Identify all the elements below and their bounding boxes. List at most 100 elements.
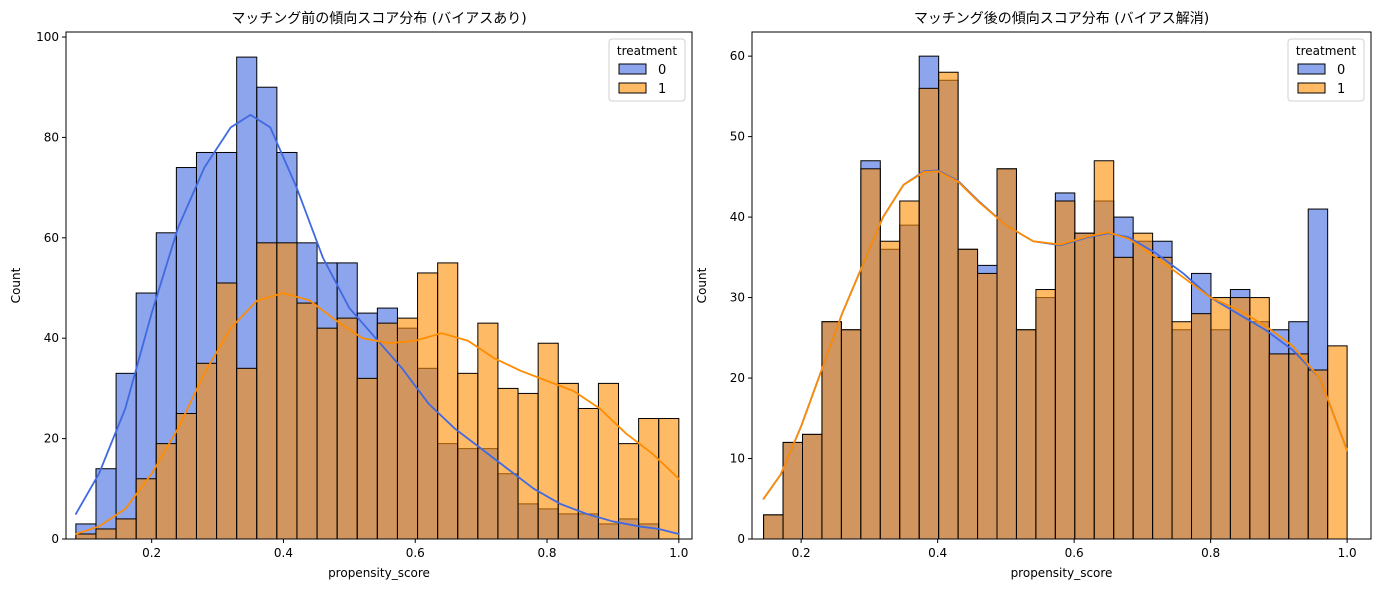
x-tick-label: 0.8 — [1201, 546, 1220, 560]
bar-treatment-1-bin-23 — [1210, 297, 1231, 540]
y-tick-label: 20 — [44, 432, 59, 446]
bar-treatment-1-bin-23 — [537, 342, 559, 540]
bar-treatment-1-bin-2 — [802, 433, 823, 540]
legend-label-treatment-0: 0 — [658, 63, 666, 78]
bar-treatment-1-bin-1 — [782, 441, 804, 540]
bar-treatment-0-bin-1 — [95, 468, 117, 540]
bar-treatment-1-bin-2 — [115, 518, 137, 540]
kde-line-treatment-0 — [74, 113, 680, 535]
x-axis-label: propensity_score — [1011, 566, 1113, 580]
x-tick-label: 1.0 — [669, 546, 688, 560]
bar-treatment-1-bin-13 — [1015, 329, 1037, 540]
bar-treatment-1-bin-5 — [860, 168, 881, 540]
bar-treatment-1-bin-9 — [256, 242, 278, 540]
bar-treatment-1-bin-28 — [638, 418, 660, 540]
bar-treatment-1-bin-7 — [216, 282, 238, 540]
legend-label-treatment-1: 1 — [1337, 82, 1345, 97]
bar-treatment-1-bin-17 — [1093, 160, 1115, 540]
bar-treatment-1-bin-17 — [417, 272, 439, 540]
kde-line-treatment-1 — [762, 170, 1349, 500]
bar-treatment-1-bin-6 — [879, 240, 901, 540]
bar-treatment-1-bin-25 — [1249, 297, 1270, 540]
bar-treatment-1-bin-29 — [658, 418, 680, 540]
bar-treatment-1-bin-4 — [840, 329, 862, 540]
bar-treatment-1-bin-25 — [577, 407, 599, 540]
y-tick-label: 30 — [730, 291, 745, 305]
bar-treatment-1-bin-12 — [316, 327, 338, 540]
bar-treatment-1-bin-16 — [396, 317, 419, 540]
y-tick-label: 80 — [44, 130, 59, 144]
bar-treatment-1-bin-14 — [356, 377, 378, 540]
y-tick-label: 0 — [737, 532, 745, 546]
bar-treatment-1-bin-0 — [763, 514, 784, 540]
bar-treatment-1-bin-5 — [175, 413, 197, 540]
legend-label-treatment-0: 0 — [1337, 63, 1345, 78]
legend-swatch-treatment-1 — [1297, 82, 1326, 94]
bar-treatment-1-bin-27 — [1288, 353, 1309, 540]
chart-title: マッチング前の傾向スコア分布 (バイアスあり) — [231, 10, 526, 27]
legend-title: treatment — [617, 44, 677, 58]
y-tick-label: 40 — [730, 210, 745, 224]
x-tick-label: 0.6 — [406, 546, 425, 560]
bar-treatment-1-bin-18 — [437, 262, 459, 540]
bar-treatment-1-bin-22 — [517, 392, 539, 540]
bar-treatment-1-bin-1 — [95, 528, 117, 540]
y-tick-label: 100 — [36, 30, 59, 44]
bar-treatment-1-bin-26 — [1268, 353, 1290, 540]
bar-treatment-1-bin-10 — [276, 242, 298, 540]
bar-treatment-1-bin-24 — [557, 382, 579, 540]
bar-treatment-0-bin-2 — [115, 372, 137, 540]
bar-treatment-1-bin-19 — [457, 372, 479, 540]
bar-treatment-1-bin-26 — [597, 382, 620, 540]
bar-treatment-1-bin-12 — [996, 168, 1017, 540]
x-tick-label: 1.0 — [1338, 546, 1357, 560]
bar-treatment-1-bin-28 — [1307, 369, 1329, 540]
x-tick-label: 0.2 — [142, 546, 161, 560]
legend-title: treatment — [1296, 44, 1356, 58]
x-tick-label: 0.4 — [274, 546, 293, 560]
bar-treatment-1-bin-4 — [155, 443, 177, 540]
bar-treatment-1-bin-9 — [938, 71, 959, 540]
y-tick-label: 60 — [44, 231, 59, 245]
bar-treatment-1-bin-8 — [236, 367, 258, 540]
y-axis-label: Count — [9, 267, 23, 303]
legend-swatch-treatment-0 — [1297, 63, 1326, 75]
x-tick-label: 0.4 — [928, 546, 947, 560]
bar-treatment-1-bin-20 — [1152, 256, 1173, 540]
bar-treatment-1-bin-24 — [1229, 297, 1251, 540]
bar-treatment-1-bin-15 — [1054, 200, 1076, 540]
y-tick-label: 40 — [44, 331, 59, 345]
legend: treatment 0 1 — [608, 38, 686, 102]
chart-panel-before-matching: 0.2 0.4 0.6 0.8 1.0 0 20 40 60 80 100 マッチング前の傾向スコア分… — [9, 10, 693, 580]
bar-treatment-1-bin-15 — [376, 322, 398, 540]
bar-treatment-1-bin-19 — [1132, 232, 1154, 540]
bar-treatment-1-bin-22 — [1191, 313, 1212, 540]
bar-treatment-1-bin-11 — [296, 302, 318, 540]
y-tick-label: 60 — [730, 49, 745, 63]
bar-treatment-1-bin-8 — [918, 87, 940, 540]
bar-treatment-1-bin-21 — [1171, 321, 1193, 540]
y-tick-label: 0 — [51, 532, 59, 546]
bar-treatment-1-bin-20 — [477, 322, 499, 540]
bar-treatment-1-bin-16 — [1074, 232, 1095, 540]
bar-treatment-1-bin-13 — [336, 317, 358, 540]
x-tick-label: 0.8 — [537, 546, 556, 560]
legend-label-treatment-1: 1 — [658, 82, 666, 97]
bar-treatment-1-bin-14 — [1035, 289, 1056, 540]
axes-frame — [65, 31, 693, 540]
y-tick-label: 10 — [730, 452, 745, 466]
legend-swatch-treatment-1 — [618, 82, 647, 94]
legend: treatment 0 1 — [1287, 38, 1365, 102]
y-tick-label: 50 — [730, 130, 745, 144]
bar-treatment-1-bin-3 — [135, 478, 157, 540]
bars-treatment-1 — [75, 242, 680, 540]
x-tick-label: 0.2 — [792, 546, 811, 560]
x-tick-label: 0.6 — [1065, 546, 1084, 560]
bar-treatment-1-bin-0 — [75, 533, 97, 540]
bar-treatment-1-bin-10 — [957, 248, 979, 540]
bar-treatment-1-bin-18 — [1113, 256, 1134, 540]
y-axis-label: Count — [695, 267, 709, 303]
kde-line-treatment-1 — [74, 292, 680, 535]
bar-treatment-1-bin-6 — [195, 362, 218, 540]
